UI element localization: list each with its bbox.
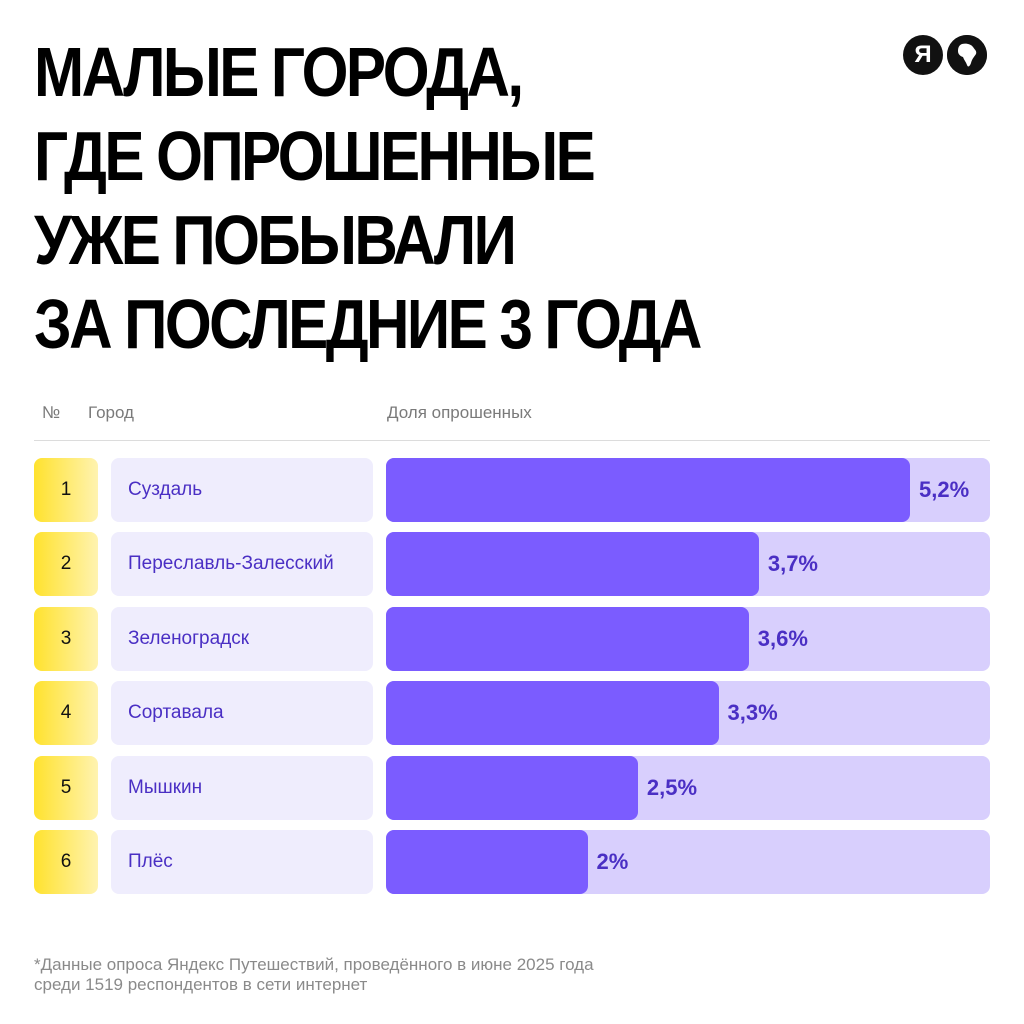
bar-track: 3,6% xyxy=(386,606,990,671)
globe-africa-icon xyxy=(947,35,987,75)
title-line: ЗА ПОСЛЕДНИЕ 3 ГОДА xyxy=(34,285,702,363)
footnote: *Данные опроса Яндекс Путешествий, прове… xyxy=(34,955,594,995)
table-row: 6 Плёс 2% xyxy=(34,830,990,894)
page-title: МАЛЫЕ ГОРОДА, ГДЕ ОПРОШЕННЫЕ УЖЕ ПОБЫВАЛ… xyxy=(34,30,702,366)
city-name: Переславль-Залесский xyxy=(111,532,373,597)
title-line: УЖЕ ПОБЫВАЛИ xyxy=(34,201,517,279)
city-name: Сортавала xyxy=(111,681,373,746)
table-row: 5 Мышкин 2,5% xyxy=(34,755,990,820)
rank-badge: 5 xyxy=(34,755,98,820)
city-name: Плёс xyxy=(111,830,373,894)
bar-track: 5,2% xyxy=(386,458,990,522)
column-header-rank: № xyxy=(42,403,61,422)
data-label: 3,3% xyxy=(727,700,778,726)
table-row: 1 Суздаль 5,2% xyxy=(34,458,990,522)
yandex-logo-icon: Я xyxy=(903,35,943,75)
column-header-share: Доля опрошенных xyxy=(387,403,532,422)
title-line: ГДЕ ОПРОШЕННЫЕ xyxy=(34,117,596,195)
bar-track: 2% xyxy=(386,830,990,894)
rank-badge: 3 xyxy=(34,606,98,671)
rank-badge: 1 xyxy=(34,458,98,522)
data-label: 2,5% xyxy=(646,774,698,800)
bar xyxy=(386,681,719,746)
bar xyxy=(386,532,759,597)
data-label: 3,7% xyxy=(767,551,818,577)
data-label: 5,2% xyxy=(919,477,970,502)
data-label: 3,6% xyxy=(757,625,808,651)
bar xyxy=(386,830,588,894)
table-row: 3 Зеленоградск 3,6% xyxy=(34,606,990,671)
column-header-city: Город xyxy=(88,403,134,422)
bar xyxy=(386,606,749,671)
table-row: 2 Переславль-Залесский 3,7% xyxy=(34,532,990,597)
footnote-line: среди 1519 респондентов в сети интернет xyxy=(34,975,368,994)
bar-track: 2,5% xyxy=(386,755,990,820)
rank-badge: 6 xyxy=(34,830,98,894)
city-name: Мышкин xyxy=(111,755,373,820)
footnote-line: *Данные опроса Яндекс Путешествий, прове… xyxy=(34,955,594,974)
title-line: МАЛЫЕ ГОРОДА, xyxy=(34,33,524,111)
bar-track: 3,7% xyxy=(386,532,990,597)
rank-badge: 4 xyxy=(34,681,98,746)
bar-track: 3,3% xyxy=(386,681,990,746)
city-name: Зеленоградск xyxy=(111,606,373,671)
table-row: 4 Сортавала 3,3% xyxy=(34,681,990,746)
brand-logos: Я xyxy=(903,35,987,75)
bar xyxy=(386,458,910,522)
header-divider xyxy=(34,440,990,441)
data-label: 2% xyxy=(596,849,629,874)
city-name: Суздаль xyxy=(111,458,373,522)
rank-badge: 2 xyxy=(34,532,98,597)
bar xyxy=(386,755,638,820)
